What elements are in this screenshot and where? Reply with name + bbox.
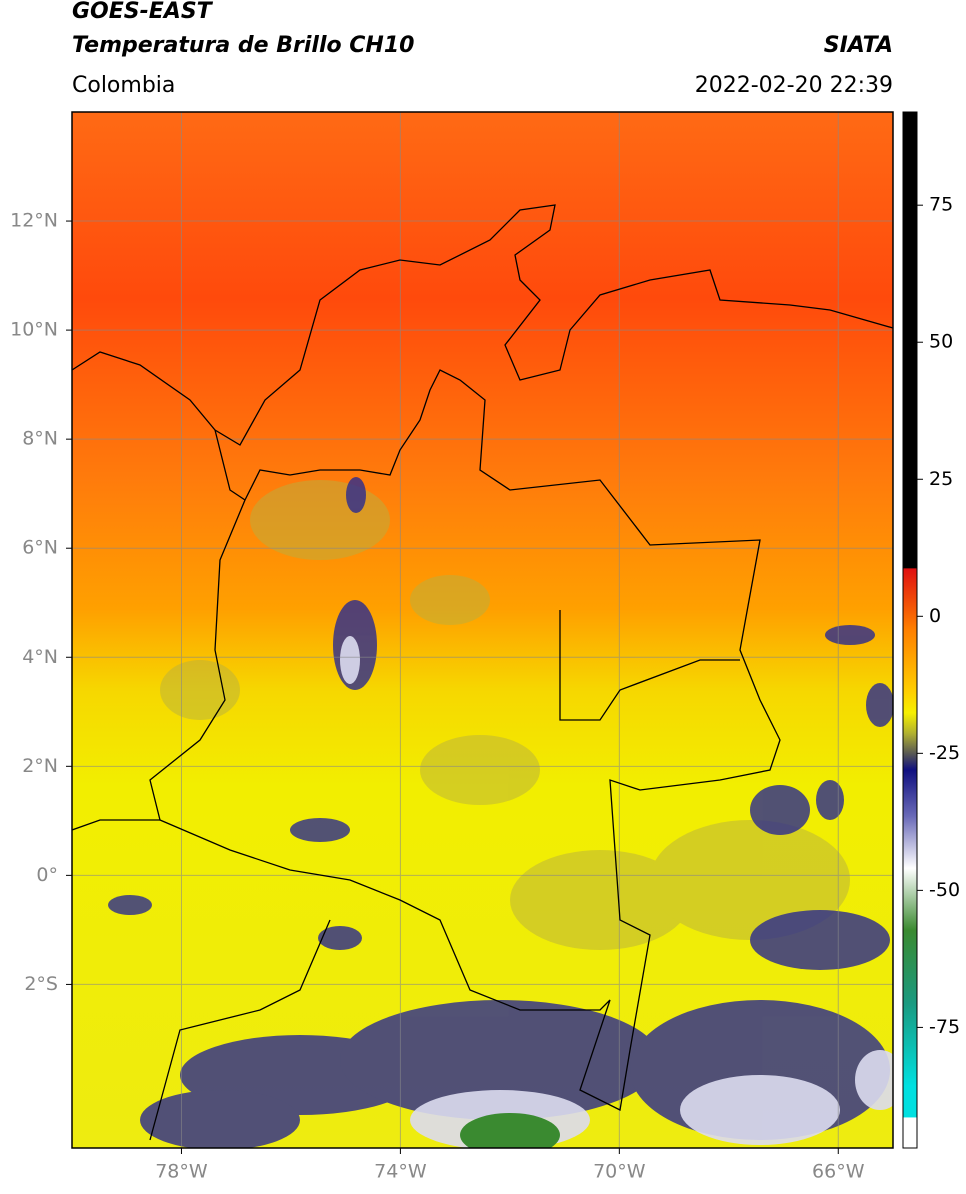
- lat-tick-label: 8°N: [22, 428, 58, 450]
- source: SIATA: [824, 33, 893, 58]
- lon-tick-label: 70°W: [593, 1161, 646, 1183]
- lat-tick-label: 2°S: [24, 973, 58, 995]
- timestamp: 2022-02-20 22:39: [695, 73, 893, 98]
- colorbar-tick-label: 50: [929, 331, 953, 353]
- colorbar-tick-label: 25: [929, 468, 953, 490]
- satellite-image: [72, 112, 893, 1148]
- lon-tick-label: 74°W: [374, 1161, 427, 1183]
- colorbar-tick-label: 0: [929, 605, 941, 627]
- lat-tick-label: 2°N: [22, 755, 58, 777]
- lat-tick-label: 10°N: [10, 319, 58, 341]
- title: Temperatura de Brillo CH10: [72, 33, 414, 58]
- lat-tick-label: 4°N: [22, 646, 58, 668]
- colorbar-tick-label: 75: [929, 194, 953, 216]
- lon-tick-label: 66°W: [812, 1161, 865, 1183]
- map-frame: [71, 111, 894, 1149]
- colorbar-tick-label: -25: [929, 742, 960, 764]
- colorbar: [902, 111, 918, 1149]
- lat-tick-label: 0°: [36, 864, 58, 886]
- colorbar-tick-label: -75: [929, 1016, 960, 1038]
- colorbar-tick-label: -50: [929, 879, 960, 901]
- lat-tick-label: 12°N: [10, 210, 58, 232]
- region: Colombia: [72, 73, 175, 98]
- lon-tick-label: 78°W: [155, 1161, 208, 1183]
- title: GOES-EAST: [72, 0, 214, 24]
- lat-tick-label: 6°N: [22, 537, 58, 559]
